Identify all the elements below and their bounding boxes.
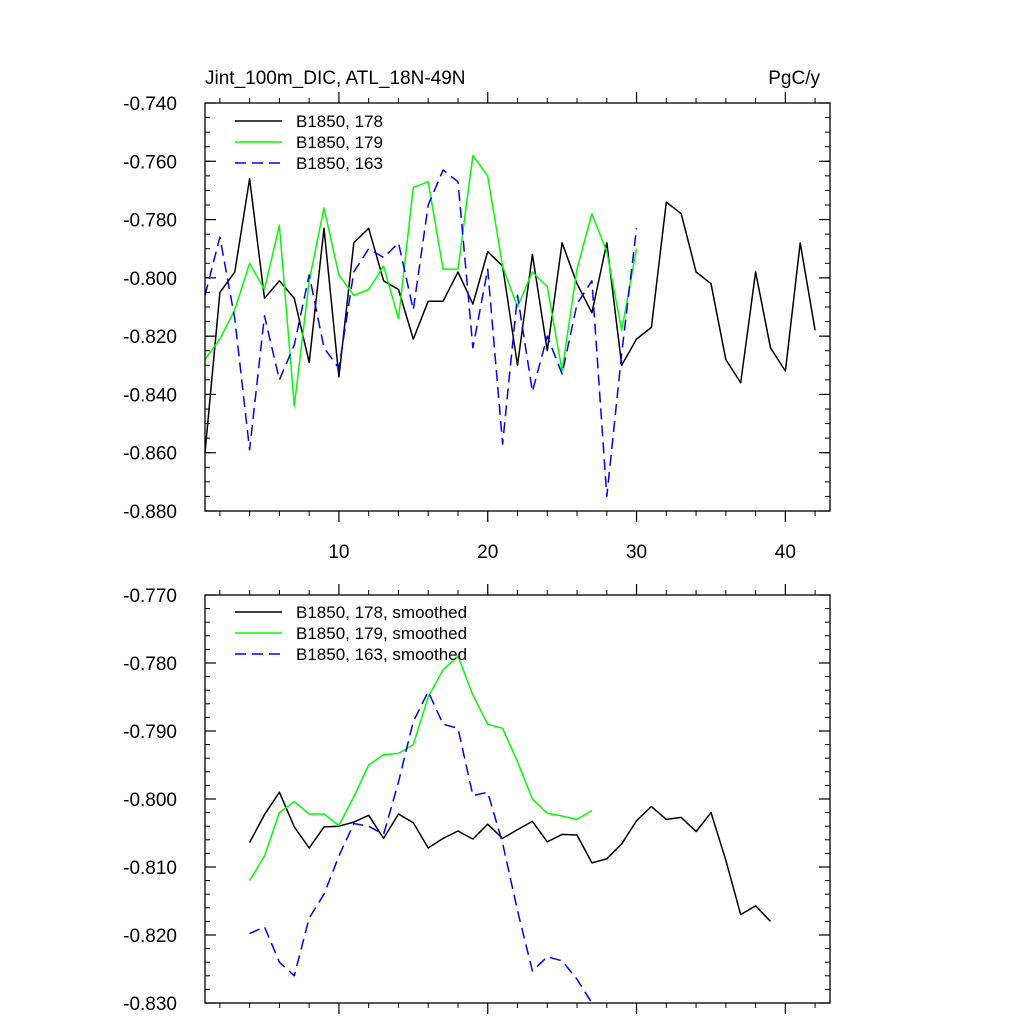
x-tick-label: 40 [775,542,796,563]
legend-item: B1850, 163, smoothed [235,645,467,664]
title-left: Jint_100m_DIC, ATL_18N-49N [205,68,466,89]
y-tick-label: -0.760 [123,152,177,173]
bottom-panel: -0.770 -0.780 -0.790 -0.800 -0.810 -0.820 -0.8… [123,584,831,1015]
legend-label-b1850-179: B1850, 179 [296,133,383,152]
y-tick-label: -0.780 [123,211,177,232]
top-legend: B1850, 178 B1850, 179 B1850, 163 [235,112,383,173]
y-tick-label: -0.860 [123,444,177,465]
y-tick-label: -0.840 [123,385,177,406]
series-line-b1850-179 [204,154,638,407]
series-line-b1850-163 [204,169,638,498]
top-plot-frame [204,102,831,512]
legend-label-b1850-178: B1850, 178 [296,112,383,131]
top-ticks: -0.740 -0.760 -0.780 -0.800 -0.820 -0.840 -0.8… [123,92,830,563]
bottom-series [248,655,772,1004]
y-tick-label: -0.740 [123,94,177,115]
title-right: PgC/y [768,68,820,89]
legend-label-b1850-163-smoothed: B1850, 163, smoothed [296,645,467,664]
x-tick-label: 20 [477,542,498,563]
x-tick-label: 30 [626,542,647,563]
legend-label-b1850-178-smoothed: B1850, 178, smoothed [296,603,467,622]
top-panel: Jint_100m_DIC, ATL_18N-49N PgC/y -0.740-… [123,68,831,563]
series-line-b1850-178 [204,178,816,453]
y-tick-label: -0.790 [123,722,177,743]
y-tick-label: -0.820 [123,926,177,947]
series-line-b1850-178-smoothed [248,791,772,922]
legend-label-b1850-163: B1850, 163 [296,154,383,173]
legend-item: B1850, 178 [235,112,383,131]
legend-item: B1850, 179, smoothed [235,624,467,643]
y-tick-label: -0.810 [123,858,177,879]
bottom-plot-frame [204,594,831,1004]
x-tick-label: 10 [328,542,349,563]
legend-item: B1850, 163 [235,154,383,173]
y-tick-label: -0.880 [123,502,177,523]
y-tick-label: -0.820 [123,327,177,348]
series-line-b1850-163-smoothed [249,690,593,1004]
legend-item: B1850, 179 [235,133,383,152]
top-series [204,154,816,498]
legend-label-b1850-179-smoothed: B1850, 179, smoothed [296,624,467,643]
y-tick-label: -0.800 [123,269,177,290]
y-tick-label: -0.830 [123,994,177,1015]
legend-item: B1850, 178, smoothed [235,603,467,622]
y-tick-label: -0.800 [123,790,177,811]
series-line-b1850-179-smoothed [248,655,593,881]
y-tick-label: -0.770 [123,586,177,607]
y-tick-label: -0.780 [123,654,177,675]
bottom-legend: B1850, 178, smoothed B1850, 179, smoothe… [235,603,467,664]
